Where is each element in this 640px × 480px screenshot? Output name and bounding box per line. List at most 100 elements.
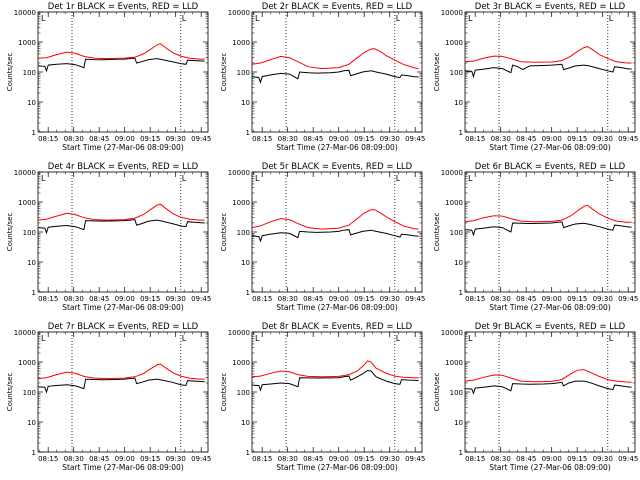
x-tick-label: 09:30	[593, 135, 613, 143]
y-tick-label: 10	[454, 419, 463, 427]
x-tick-label: 08:45	[303, 135, 323, 143]
x-tick-label: 09:15	[567, 135, 587, 143]
y-tick-label: 10000	[228, 9, 250, 17]
y-tick-label: 1000	[232, 39, 250, 47]
events-series-line	[251, 69, 419, 85]
x-tick-label: 08:45	[516, 135, 536, 143]
y-tick-label: 10	[454, 99, 463, 107]
x-tick-label: 08:15	[38, 135, 58, 143]
y-axis-label: Counts/sec	[6, 53, 14, 92]
corner-mark-left: L	[468, 174, 473, 183]
x-axis-label: Start Time (27-Mar-06 08:09:00)	[489, 463, 611, 472]
y-tick-label: 10000	[228, 329, 250, 337]
plot-panel-4: Det 4r BLACK = Events, RED = LLD 1 10 100 10…	[6, 162, 211, 312]
x-axis-label: Start Time (27-Mar-06 08:09:00)	[62, 303, 184, 312]
lld-series-line	[464, 204, 632, 223]
x-tick-label: 09:45	[405, 455, 425, 463]
y-tick-label: 10000	[441, 9, 463, 17]
plot-panel-8: Det 8r BLACK = Events, RED = LLD 1 10 100 10…	[220, 322, 425, 472]
lld-series-line	[464, 369, 632, 383]
events-series-line	[464, 63, 632, 79]
y-tick-label: 1000	[445, 199, 463, 207]
y-tick-label: 1	[459, 289, 463, 297]
corner-mark-right: L	[182, 14, 187, 23]
plot-title: Det 1r BLACK = Events, RED = LLD	[48, 2, 199, 12]
y-tick-label: 10000	[14, 9, 36, 17]
x-tick-label: 09:45	[618, 135, 638, 143]
y-tick-label: 10	[241, 259, 250, 267]
events-series-line	[251, 369, 419, 392]
corner-mark-left: L	[255, 14, 260, 23]
x-tick-label: 08:30	[64, 455, 84, 463]
x-axis-label: Start Time (27-Mar-06 08:09:00)	[276, 143, 398, 152]
corner-mark-right: L	[182, 334, 187, 343]
corner-mark-left: L	[468, 14, 473, 23]
x-tick-label: 09:45	[405, 295, 425, 303]
lld-series-line	[251, 360, 419, 379]
y-tick-label: 10000	[14, 329, 36, 337]
lld-series-line	[251, 209, 419, 230]
y-tick-label: 100	[237, 69, 250, 77]
x-tick-label: 09:15	[140, 295, 160, 303]
lld-series-line	[37, 43, 205, 60]
x-tick-label: 09:15	[567, 295, 587, 303]
x-tick-label: 09:30	[380, 135, 400, 143]
plot-frame	[37, 11, 209, 133]
x-axis-label: Start Time (27-Mar-06 08:09:00)	[489, 303, 611, 312]
x-tick-label: 09:45	[618, 295, 638, 303]
x-tick-label: 08:30	[491, 455, 511, 463]
plot-frame	[37, 171, 209, 293]
x-tick-label: 09:30	[166, 135, 186, 143]
y-tick-label: 1	[459, 129, 463, 137]
corner-mark-right: L	[609, 334, 614, 343]
x-tick-label: 08:30	[64, 295, 84, 303]
x-tick-label: 09:15	[140, 455, 160, 463]
x-tick-label: 09:00	[115, 295, 135, 303]
x-tick-label: 08:30	[491, 135, 511, 143]
y-tick-label: 1	[32, 289, 36, 297]
x-tick-label: 08:45	[303, 295, 323, 303]
x-tick-label: 08:45	[303, 455, 323, 463]
corner-mark-right: L	[182, 174, 187, 183]
plot-frame	[37, 331, 209, 453]
x-tick-label: 09:45	[405, 135, 425, 143]
y-tick-label: 10000	[441, 169, 463, 177]
corner-mark-right: L	[396, 174, 401, 183]
x-tick-label: 08:30	[278, 135, 298, 143]
plot-frame	[464, 171, 636, 293]
events-series-line	[464, 380, 632, 395]
x-axis-label: Start Time (27-Mar-06 08:09:00)	[62, 463, 184, 472]
x-tick-label: 08:15	[38, 455, 58, 463]
x-tick-label: 09:45	[191, 455, 211, 463]
plot-panel-5: Det 5r BLACK = Events, RED = LLD 1 10 100 10…	[220, 162, 425, 312]
y-axis-label: Counts/sec	[220, 213, 228, 252]
y-tick-label: 1000	[18, 359, 36, 367]
y-axis-label: Counts/sec	[433, 53, 441, 92]
x-tick-label: 08:45	[89, 135, 109, 143]
y-tick-label: 10	[27, 259, 36, 267]
x-tick-label: 09:00	[329, 135, 349, 143]
y-axis-label: Counts/sec	[6, 213, 14, 252]
y-tick-label: 1	[32, 129, 36, 137]
plot-title: Det 5r BLACK = Events, RED = LLD	[262, 162, 413, 172]
x-tick-label: 08:15	[252, 135, 272, 143]
y-tick-label: 100	[23, 389, 36, 397]
x-tick-label: 09:00	[542, 135, 562, 143]
y-tick-label: 100	[237, 229, 250, 237]
x-tick-label: 09:45	[191, 295, 211, 303]
plot-panel-9: Det 9r BLACK = Events, RED = LLD 1 10 100 10…	[433, 322, 638, 472]
events-series-line	[37, 377, 205, 394]
y-tick-label: 1000	[18, 39, 36, 47]
corner-mark-right: L	[396, 14, 401, 23]
plot-title: Det 9r BLACK = Events, RED = LLD	[475, 322, 626, 332]
y-tick-label: 10	[27, 419, 36, 427]
x-tick-label: 09:15	[354, 455, 374, 463]
y-tick-label: 10	[454, 259, 463, 267]
x-tick-label: 08:30	[278, 295, 298, 303]
corner-mark-left: L	[41, 334, 46, 343]
x-tick-label: 08:15	[465, 295, 485, 303]
y-axis-label: Counts/sec	[220, 373, 228, 412]
x-tick-label: 09:15	[354, 135, 374, 143]
x-tick-label: 08:30	[64, 135, 84, 143]
